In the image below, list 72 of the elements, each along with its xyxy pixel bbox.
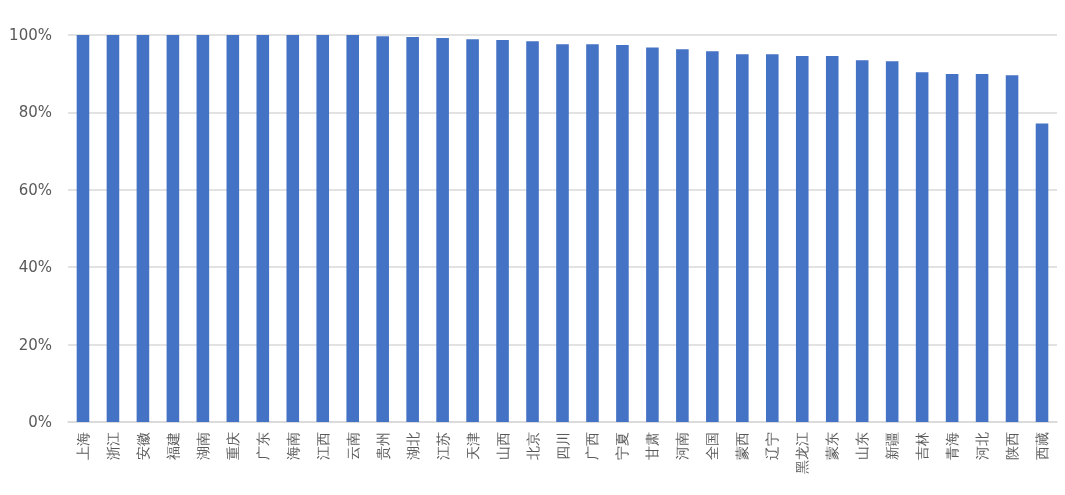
x-tick-label: 江苏: [434, 432, 451, 460]
x-tick-label: 西藏: [1034, 432, 1051, 460]
bar: [586, 44, 599, 422]
x-tick-label: 蒙西: [734, 432, 751, 460]
x-tick-label: 广东: [254, 432, 271, 460]
bar: [676, 49, 689, 422]
bar: [466, 39, 479, 422]
bar: [496, 40, 509, 422]
x-tick-label: 河南: [674, 432, 691, 460]
bar: [1035, 123, 1049, 422]
bar: [106, 35, 120, 422]
x-tick-label: 重庆: [224, 432, 241, 460]
bar: [286, 35, 300, 422]
bar: [256, 35, 270, 422]
x-tick-label: 福建: [164, 432, 181, 460]
bar: [76, 35, 90, 422]
bar: [825, 55, 839, 422]
x-tick-label: 安徽: [134, 432, 151, 460]
y-tick-label: 60%: [18, 180, 52, 199]
x-tick-label: 湖南: [194, 432, 211, 460]
bar: [945, 74, 959, 422]
x-tick-label: 四川: [554, 432, 571, 460]
bar: [196, 35, 210, 422]
bar: [915, 72, 929, 422]
bar: [855, 60, 869, 422]
bar: [226, 35, 240, 422]
bar: [706, 51, 719, 422]
x-tick-label: 上海: [74, 432, 91, 460]
x-tick-label: 江西: [314, 432, 331, 460]
x-tick-label: 贵州: [374, 432, 391, 460]
x-tick-label: 山西: [494, 432, 511, 460]
bar: [316, 35, 330, 422]
x-tick-label: 天津: [464, 432, 481, 460]
y-tick-label: 100%: [9, 26, 52, 44]
bar: [975, 74, 989, 422]
x-tick-label: 甘肃: [644, 432, 661, 460]
bar: [556, 44, 569, 422]
x-tick-label: 新疆: [884, 432, 901, 460]
x-tick-label: 全国: [704, 432, 721, 460]
bar: [346, 35, 360, 422]
bar: [1005, 75, 1019, 422]
x-tick-label: 吉林: [914, 432, 931, 460]
bar: [136, 35, 150, 422]
bar: [885, 61, 899, 422]
x-tick-label: 宁夏: [614, 432, 631, 460]
x-tick-label: 辽宁: [764, 432, 781, 460]
bar: [376, 36, 389, 422]
bar: [436, 38, 449, 422]
bar: [646, 47, 659, 422]
bar: [765, 54, 779, 422]
x-tick-label: 黑龙江: [794, 432, 811, 474]
x-tick-label: 湖北: [404, 432, 421, 460]
x-tick-label: 蒙东: [824, 432, 841, 460]
bar: [406, 36, 419, 422]
x-tick-label: 广西: [584, 432, 601, 460]
x-tick-label: 云南: [344, 432, 361, 460]
y-tick-label: 40%: [18, 258, 52, 277]
bar: [526, 41, 539, 422]
x-tick-label: 陕西: [1004, 432, 1021, 460]
x-tick-label: 浙江: [104, 432, 121, 460]
y-tick-label: 80%: [18, 103, 52, 122]
y-tick-label: 20%: [18, 335, 52, 354]
x-tick-label: 海南: [284, 432, 301, 460]
x-tick-label: 山东: [854, 432, 871, 460]
bar: [166, 35, 180, 422]
bar: [736, 54, 749, 422]
x-tick-label: 青海: [944, 432, 961, 460]
x-tick-label: 北京: [524, 432, 541, 460]
y-tick-label: 0%: [28, 413, 52, 431]
x-tick-label: 河北: [974, 432, 991, 460]
bar: [616, 45, 629, 422]
bar: [795, 55, 809, 422]
